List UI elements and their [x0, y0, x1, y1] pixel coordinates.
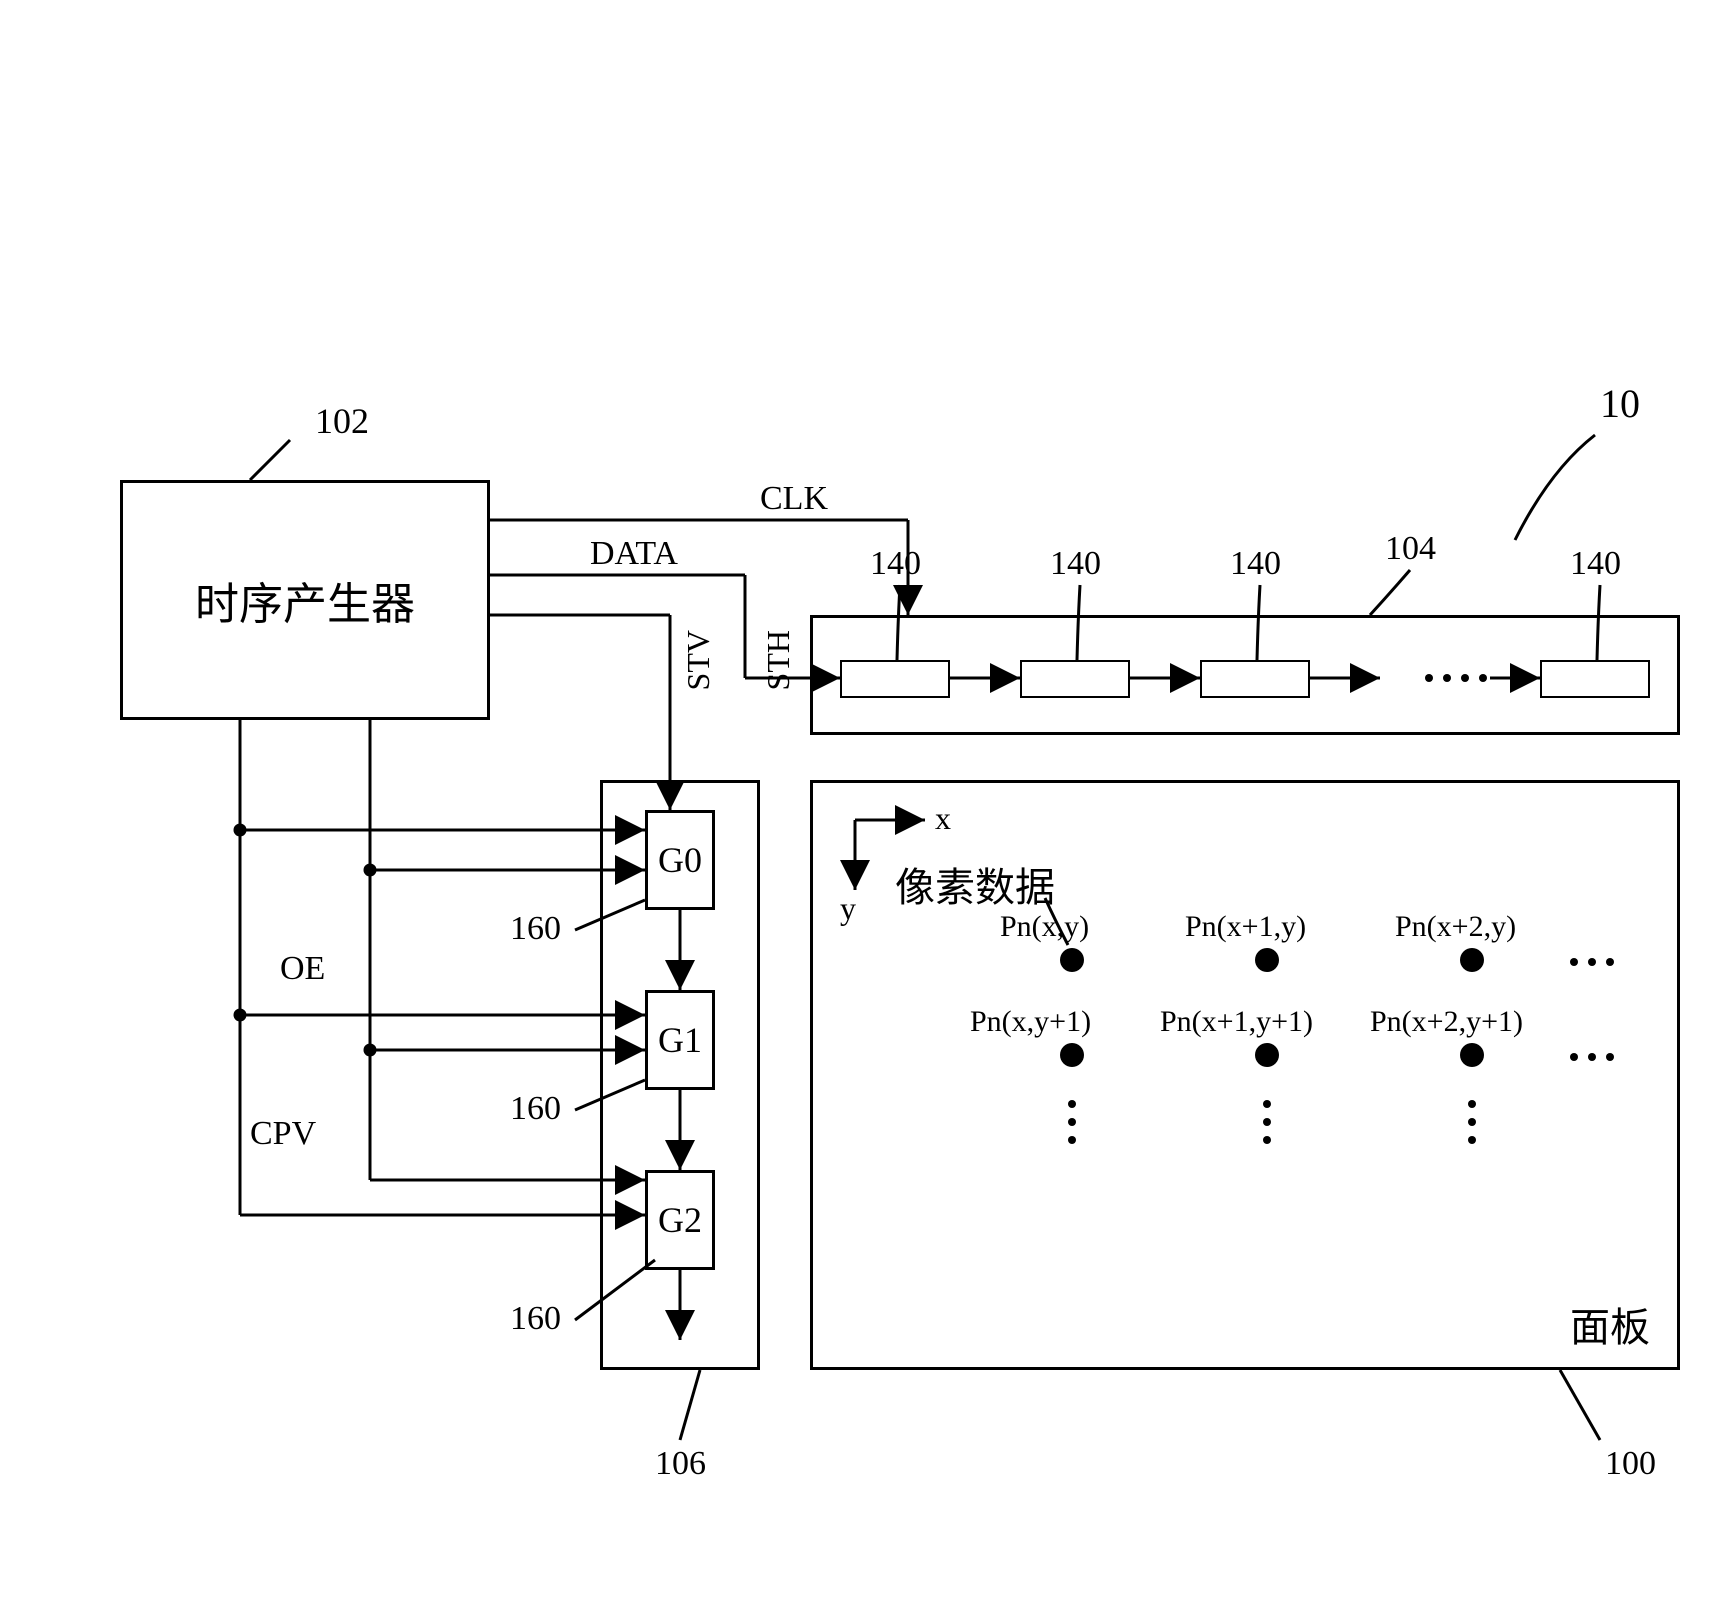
dot-01: [1060, 1043, 1084, 1067]
dot-11: [1255, 1043, 1279, 1067]
data-label: DATA: [590, 535, 678, 573]
stv-label: STV: [680, 630, 717, 690]
px-00: Pn(x,y): [1000, 910, 1089, 944]
shift-reg-1: [1020, 660, 1130, 698]
g1-label: G1: [658, 1019, 702, 1061]
timing-generator-ref: 102: [315, 400, 369, 442]
px-10: Pn(x+1,y): [1185, 910, 1306, 944]
dot-20: [1460, 948, 1484, 972]
ellipsis-col0: [1068, 1100, 1076, 1144]
gate-unit-2: G2: [645, 1170, 715, 1270]
oe-label: OE: [280, 950, 325, 988]
ellipsis-row2: [1570, 1053, 1614, 1061]
g0-label: G0: [658, 839, 702, 881]
figure-ref: 10: [1600, 380, 1640, 427]
shift-reg-3: [1540, 660, 1650, 698]
ellipsis-sr: [1425, 674, 1487, 682]
diagram-canvas: 10 时序产生器 102 140 140 140 140 104 G0 G1 G…: [40, 40, 1728, 1557]
px-20: Pn(x+2,y): [1395, 910, 1516, 944]
sth-label: STH: [760, 630, 797, 690]
clk-label: CLK: [760, 480, 828, 518]
px-11: Pn(x+1,y+1): [1160, 1005, 1313, 1039]
pixel-data-label: 像素数据: [895, 855, 1055, 913]
shift-reg-2: [1200, 660, 1310, 698]
dot-21: [1460, 1043, 1484, 1067]
sr2-ref: 140: [1230, 545, 1281, 583]
shift-reg-0: [840, 660, 950, 698]
panel-label: 面板: [1570, 1295, 1650, 1353]
gate-unit-1: G1: [645, 990, 715, 1090]
g2-ref: 160: [510, 1300, 561, 1338]
px-21: Pn(x+2,y+1): [1370, 1005, 1523, 1039]
dot-10: [1255, 948, 1279, 972]
sr0-ref: 140: [870, 545, 921, 583]
ellipsis-col2: [1468, 1100, 1476, 1144]
dot-00: [1060, 948, 1084, 972]
g2-label: G2: [658, 1199, 702, 1241]
g0-ref: 160: [510, 910, 561, 948]
gate-unit-0: G0: [645, 810, 715, 910]
timing-generator-label: 时序产生器: [195, 568, 415, 632]
timing-generator-box: 时序产生器: [120, 480, 490, 720]
panel-ref: 100: [1605, 1445, 1656, 1483]
ellipsis-col1: [1263, 1100, 1271, 1144]
gate-driver-ref: 106: [655, 1445, 706, 1483]
source-driver-ref: 104: [1385, 530, 1436, 568]
axis-x-label: x: [935, 800, 951, 837]
sr1-ref: 140: [1050, 545, 1101, 583]
sr3-ref: 140: [1570, 545, 1621, 583]
px-01: Pn(x,y+1): [970, 1005, 1091, 1039]
axis-y-label: y: [840, 890, 856, 927]
g1-ref: 160: [510, 1090, 561, 1128]
cpv-label: CPV: [250, 1115, 316, 1153]
ellipsis-row1: [1570, 958, 1614, 966]
